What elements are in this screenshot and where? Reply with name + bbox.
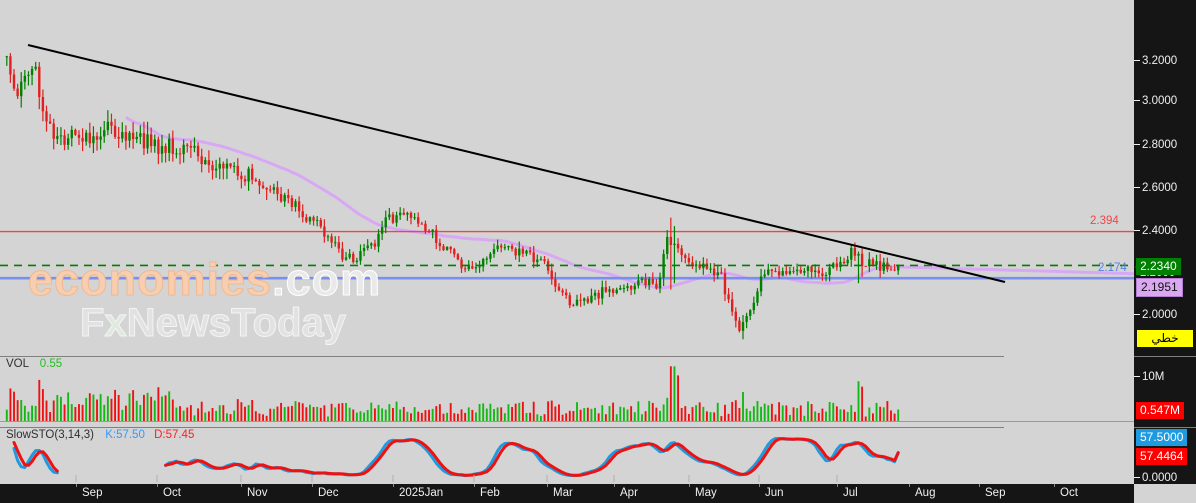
price-chart-panel[interactable] xyxy=(0,0,1134,356)
axis-tick-2-4000: 2.4000 xyxy=(1134,225,1177,237)
time-axis-label: Feb xyxy=(480,487,500,499)
stochastic-d-value: D:57.45 xyxy=(154,429,195,441)
time-axis-tick xyxy=(241,484,242,487)
time-axis-tick xyxy=(689,484,690,487)
volume-legend-name: VOL xyxy=(6,358,29,370)
time-axis-tick xyxy=(312,484,313,487)
time-axis-tick xyxy=(157,484,158,487)
time-axis-label: Mar xyxy=(553,487,573,499)
time-axis-tick xyxy=(837,484,838,487)
time-axis-tick xyxy=(393,484,394,487)
linear-scale-button[interactable]: خطي xyxy=(1137,330,1193,347)
time-axis-label: Dec xyxy=(318,487,339,499)
tick-dash-icon xyxy=(1134,60,1140,62)
tick-dash-icon xyxy=(1134,100,1140,102)
axis-tick-2-0000: 2.0000 xyxy=(1134,309,1177,321)
axis-tick-label: 2.0000 xyxy=(1142,309,1178,321)
time-axis-tick xyxy=(547,484,548,487)
axis-tick-label: 3.2000 xyxy=(1142,55,1178,67)
axis-tick-volume-10m: 10M xyxy=(1134,371,1164,383)
volume-legend-value: 0.55 xyxy=(39,358,63,370)
stochastic-chart-svg xyxy=(12,437,900,482)
stochastic-k-tag[interactable]: 57.5000 xyxy=(1136,429,1188,446)
axis-tick-2-6000: 2.6000 xyxy=(1134,182,1177,194)
stochastic-k-value: K:57.50 xyxy=(105,429,145,441)
stochastic-legend-name: SlowSTO(3,14,3) xyxy=(6,429,94,441)
tick-dash-icon xyxy=(1134,376,1140,378)
time-axis-tick xyxy=(474,484,475,487)
time-axis-label: Jun xyxy=(765,487,784,499)
time-axis-label: Oct xyxy=(1060,487,1078,499)
axis-separator-volume xyxy=(1134,356,1196,357)
stochastic-legend: SlowSTO(3,14,3) K:57.50 D:57.45 xyxy=(6,429,194,442)
time-axis-label: Nov xyxy=(247,487,268,499)
time-axis-label: Apr xyxy=(620,487,638,499)
tick-dash-icon xyxy=(1134,144,1140,146)
axis-tick-label: 0.0000 xyxy=(1142,472,1178,484)
axis-tick-label: 2.6000 xyxy=(1142,182,1178,194)
axis-tick-label: 2.4000 xyxy=(1142,225,1178,237)
volume-legend: VOL 0.55 xyxy=(6,358,62,371)
time-axis-tick xyxy=(759,484,760,487)
axis-tick-3-0000: 3.0000 xyxy=(1134,95,1177,107)
support-line-label: 2.174 xyxy=(1098,262,1127,274)
time-axis-label: Oct xyxy=(163,487,181,499)
price-chart-svg xyxy=(0,44,1134,340)
price-axis[interactable]: 3.2000 3.0000 2.8000 2.6000 2.4000 2.200… xyxy=(1134,0,1196,503)
time-axis-tick xyxy=(1054,484,1055,487)
volume-stoch-separator xyxy=(0,427,1004,428)
stochastic-d-tag[interactable]: 57.4464 xyxy=(1136,448,1188,465)
time-axis-tick xyxy=(979,484,980,487)
time-axis[interactable]: Sep Oct Nov Dec 2025Jan Feb Mar Apr May Jun Jul Aug… xyxy=(0,484,1134,503)
moving-average-tag[interactable]: 2.1951 xyxy=(1136,278,1183,297)
axis-tick-label: 2.8000 xyxy=(1142,139,1178,151)
time-axis-corner xyxy=(1134,484,1196,503)
axis-tick-3-2000: 3.2000 xyxy=(1134,55,1177,67)
price-volume-separator xyxy=(0,356,1004,357)
stochastic-panel[interactable] xyxy=(0,428,1134,483)
time-axis-tick xyxy=(909,484,910,487)
time-axis-label: Sep xyxy=(985,487,1006,499)
time-axis-label: Sep xyxy=(82,487,103,499)
time-axis-label: May xyxy=(695,487,717,499)
time-axis-label: Jul xyxy=(843,487,858,499)
tick-dash-icon xyxy=(1134,187,1140,189)
volume-chart-svg xyxy=(0,366,1134,422)
time-axis-label: 2025Jan xyxy=(399,487,444,499)
axis-tick-2-8000: 2.8000 xyxy=(1134,139,1177,151)
time-axis-label: Aug xyxy=(915,487,936,499)
resistance-line-label: 2.394 xyxy=(1090,215,1119,227)
volume-panel[interactable] xyxy=(0,357,1134,427)
volume-value-tag[interactable]: 0.547M xyxy=(1136,402,1185,419)
axis-tick-stoch-zero: 0.0000 xyxy=(1134,472,1177,484)
tick-dash-icon xyxy=(1134,477,1140,479)
tick-dash-icon xyxy=(1134,230,1140,232)
axis-separator-stochastic xyxy=(1134,427,1196,428)
current-price-tag[interactable]: 2.2340 xyxy=(1135,258,1181,275)
time-axis-tick xyxy=(76,484,77,487)
time-axis-tick xyxy=(614,484,615,487)
axis-tick-label: 10M xyxy=(1142,371,1165,383)
tick-dash-icon xyxy=(1134,314,1140,316)
axis-tick-label: 3.0000 xyxy=(1142,95,1178,107)
